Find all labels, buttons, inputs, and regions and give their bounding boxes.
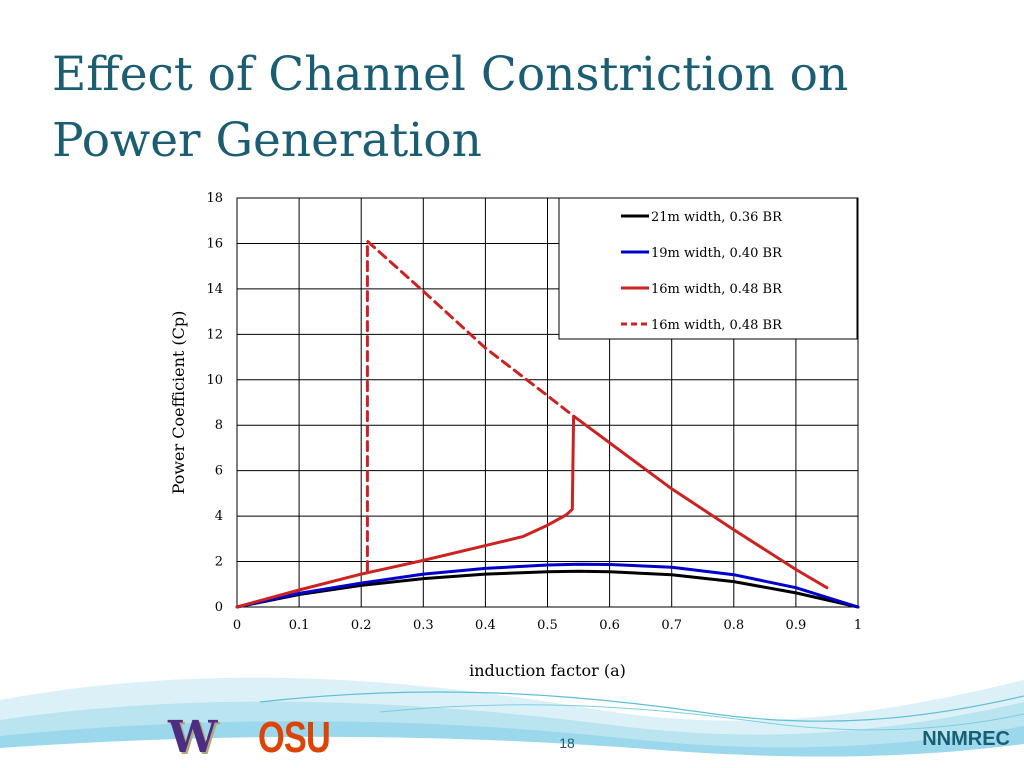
series-line-1 (235, 569, 860, 609)
legend-label: 16m width, 0.48 BR (651, 282, 783, 297)
line-chart: 0 0.1 0.2 0.3 0.4 0.5 0.6 0.7 0.8 0.9 102468101214… (169, 191, 862, 680)
x-tick-label: 0.8 (723, 618, 744, 633)
x-tick-label: 0.7 (661, 618, 682, 633)
x-tick-label: 0.3 (413, 618, 434, 633)
series-lines (235, 239, 860, 609)
series-line-4 (365, 239, 576, 573)
y-tick-label: 4 (215, 509, 223, 524)
x-tick-label: 0.2 (351, 618, 372, 633)
plot-frame (236, 197, 859, 608)
uw-logo: W (168, 712, 217, 763)
brand-label: NNMREC (922, 728, 1010, 750)
y-tick-label: 2 (215, 555, 223, 570)
osu-logo: OSU (258, 713, 331, 762)
chart-panel: 0 0.1 0.2 0.3 0.4 0.5 0.6 0.7 0.8 0.9 1 0 2 4 6 8 10 12 14… (160, 190, 864, 688)
legend-label: 19m width, 0.40 BR (651, 246, 783, 261)
series-line-3 (235, 414, 829, 609)
x-tick-label: 0.9 (786, 618, 807, 633)
x-tick-label: 0.4 (475, 618, 496, 633)
x-tick-label: 0.6 (599, 618, 620, 633)
footer-wave-decoration (0, 677, 1024, 768)
y-tick-label: 18 (206, 191, 223, 206)
x-axis-label: induction factor (a) (469, 661, 626, 680)
legend: 21m width, 0.36 BR 19m width, 0.40 BR 16m … (558, 197, 858, 340)
x-tick-label: 0.5 (537, 618, 558, 633)
slide-title: Effect of Channel Constriction on Power … (52, 47, 849, 168)
y-tick-label: 10 (206, 373, 223, 388)
y-axis-label: Power Coefficient (Cp) (169, 311, 188, 495)
x-tick-label: 0 (233, 618, 241, 633)
x-tick-label: 0.1 (289, 618, 310, 633)
legend-box (558, 197, 858, 340)
page-number: 18 (559, 735, 575, 751)
tick-labels: 0 0.1 0.2 0.3 0.4 0.5 0.6 0.7 0.8 0.9 102468101214… (206, 191, 862, 633)
legend-label: 16m width, 0.48 BR (651, 318, 783, 333)
y-tick-label: 0 (215, 600, 223, 615)
y-tick-label: 6 (215, 464, 223, 479)
series-line-2 (235, 562, 860, 609)
y-tick-label: 12 (206, 327, 223, 342)
y-tick-label: 16 (206, 236, 223, 251)
y-tick-label: 14 (206, 282, 223, 297)
legend-label: 21m width, 0.36 BR (651, 210, 783, 225)
x-tick-label: 1 (854, 618, 862, 633)
y-tick-label: 8 (215, 418, 223, 433)
